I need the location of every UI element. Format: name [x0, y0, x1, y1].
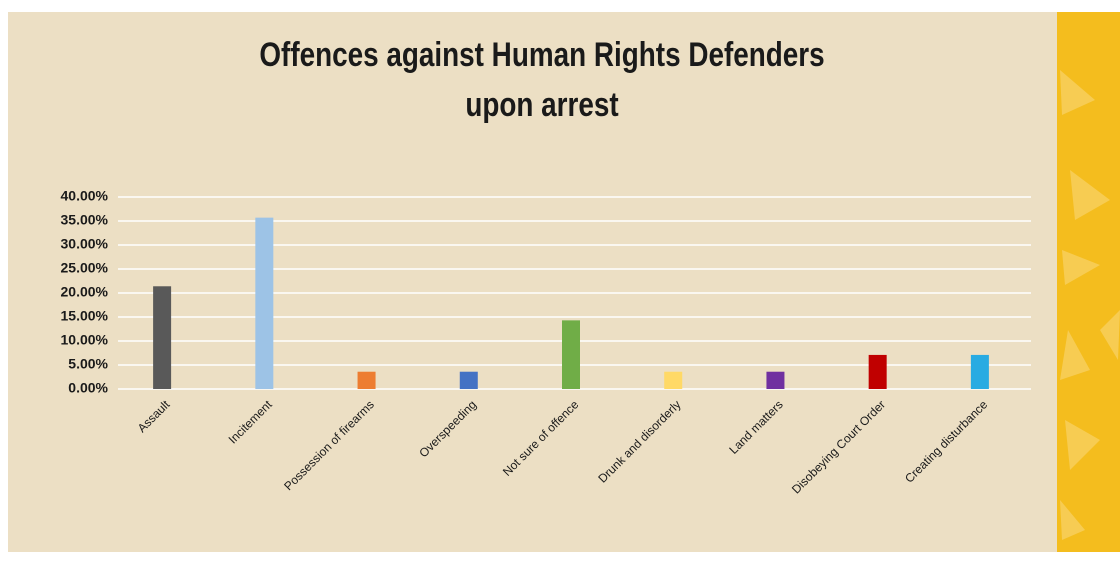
bar: [255, 217, 274, 389]
bar: [357, 371, 376, 389]
panel: [8, 12, 1057, 552]
decoration: [1060, 70, 1120, 540]
bar: [868, 354, 887, 389]
bar: [459, 371, 478, 389]
y-tick-label: 25.00%: [61, 260, 109, 276]
bar: [153, 286, 172, 389]
y-tick-label: 10.00%: [61, 332, 109, 348]
y-tick-label: 35.00%: [61, 212, 109, 228]
bar: [664, 371, 683, 389]
bar: [766, 371, 785, 389]
y-tick-label: 20.00%: [61, 284, 109, 300]
bar: [562, 320, 580, 389]
y-tick-label: 40.00%: [61, 188, 109, 204]
bar: [970, 354, 989, 389]
chart-title: Offences against Human Rights Defenders: [259, 35, 824, 73]
y-tick-label: 30.00%: [61, 236, 109, 252]
chart-subtitle: upon arrest: [465, 85, 618, 123]
y-tick-label: 0.00%: [68, 380, 108, 396]
y-tick-label: 15.00%: [61, 308, 109, 324]
y-tick-label: 5.00%: [68, 356, 108, 372]
